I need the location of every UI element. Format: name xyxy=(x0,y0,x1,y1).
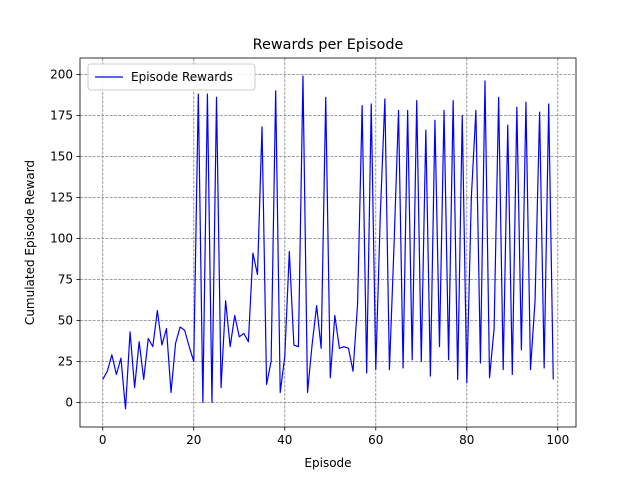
y-tick-label: 200 xyxy=(50,68,73,82)
x-tick-label: 80 xyxy=(459,433,474,447)
y-axis-ticks: 0 25 50 75 100 125 150 175 200 xyxy=(50,68,80,410)
x-tick-label: 20 xyxy=(186,433,201,447)
grid-lines xyxy=(80,58,576,427)
y-tick-label: 25 xyxy=(58,355,73,369)
plot-frame xyxy=(79,57,577,428)
legend-box xyxy=(87,63,256,91)
legend: Episode Rewards xyxy=(87,63,256,91)
y-tick-label: 75 xyxy=(58,273,73,287)
y-axis-title: Cumulated Episode Reward xyxy=(23,160,37,325)
series-line-episode-rewards xyxy=(102,75,554,410)
y-tick-label: 50 xyxy=(58,314,73,328)
y-tick-label: 125 xyxy=(50,191,73,205)
chart-title: Rewards per Episode xyxy=(253,37,404,53)
x-tick-label: 0 xyxy=(99,433,107,447)
x-axis-title: Episode xyxy=(304,456,351,470)
x-tick-label: 40 xyxy=(277,433,292,447)
y-tick-label: 100 xyxy=(50,232,73,246)
y-tick-label: 175 xyxy=(50,109,73,123)
y-tick-label: 150 xyxy=(50,150,73,164)
y-tick-label: 0 xyxy=(65,396,73,410)
legend-label-episode-rewards: Episode Rewards xyxy=(131,70,233,84)
x-tick-label: 60 xyxy=(368,433,383,447)
x-axis-ticks: 0 20 40 60 80 100 xyxy=(99,427,569,447)
x-tick-label: 100 xyxy=(546,433,569,447)
